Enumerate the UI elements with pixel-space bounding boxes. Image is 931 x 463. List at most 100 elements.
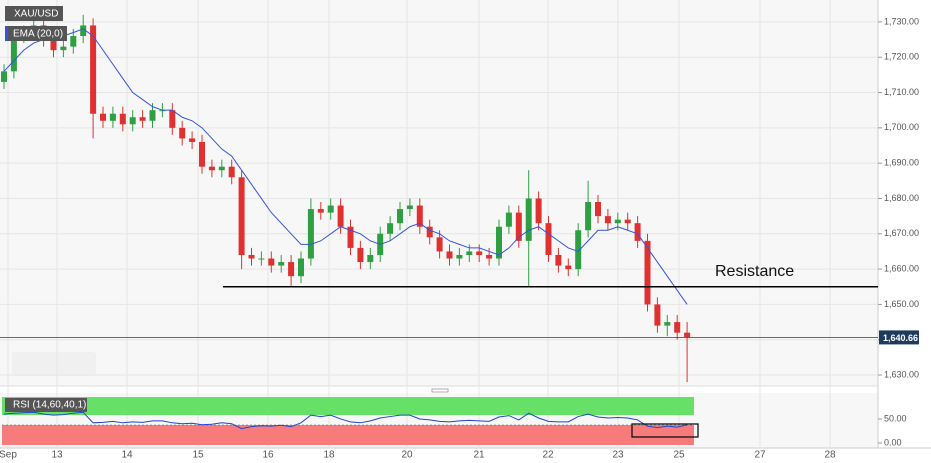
candle-body — [149, 110, 156, 121]
candle-body — [555, 254, 562, 266]
candle-body — [208, 166, 215, 171]
legend-box — [5, 26, 67, 41]
candle-body — [397, 209, 403, 224]
candle-body — [367, 254, 374, 263]
candle-body — [228, 166, 235, 178]
candle-body — [416, 205, 423, 227]
candle-body — [268, 258, 275, 266]
y-tick-label: 1,710.00 — [884, 87, 919, 97]
candle-body — [1, 71, 7, 82]
candle-body — [684, 332, 691, 338]
candle-body — [278, 262, 285, 266]
y-tick-label: 50.00 — [884, 413, 907, 423]
candle-body — [496, 226, 502, 259]
y-tick-label: 1,650.00 — [884, 299, 919, 309]
y-tick-label: 1,690.00 — [884, 158, 919, 168]
candle-body — [486, 254, 493, 259]
x-tick-label: 23 — [612, 450, 624, 461]
highlight-box — [631, 423, 699, 438]
candle-body — [60, 46, 67, 51]
candle-body — [604, 216, 611, 224]
x-tick-label: 27 — [754, 450, 766, 461]
legend-label: EMA (20,0) — [13, 29, 63, 40]
y-tick-label: 1,720.00 — [884, 52, 919, 62]
x-tick-label: 15 — [192, 450, 204, 461]
candle-body — [545, 223, 552, 255]
candle-body — [70, 36, 77, 47]
legend-box — [5, 6, 63, 21]
candle-body — [258, 258, 265, 260]
candle-body — [664, 322, 671, 326]
candle-body — [139, 117, 146, 121]
candle-body — [446, 251, 453, 259]
legend-label: RSI (14,60,40,1) — [13, 400, 86, 411]
price-tag — [879, 330, 919, 345]
candle-body — [337, 205, 344, 227]
candle-body — [624, 219, 631, 224]
y-tick-label: 1,660.00 — [884, 263, 919, 273]
candle-body — [525, 198, 532, 241]
rsi-upper-band — [2, 397, 694, 415]
candle-body — [90, 25, 97, 114]
candle-body — [585, 202, 592, 231]
x-tick-label: 16 — [262, 450, 274, 461]
legend-label: XAU/USD — [14, 9, 58, 20]
candle-body — [595, 202, 601, 217]
legend-swatch — [5, 26, 8, 41]
candle-body — [100, 113, 106, 121]
candle-body — [456, 254, 463, 259]
candle-body — [476, 251, 483, 255]
annotation: Resistance — [715, 263, 794, 280]
candle-body — [169, 110, 176, 128]
candle-body — [199, 141, 205, 167]
candle-body — [248, 254, 255, 259]
candle-body — [288, 262, 295, 277]
x-tick-label: 13 — [51, 450, 63, 461]
candle-body — [307, 209, 314, 259]
candle-body — [179, 127, 186, 139]
candle-body — [327, 205, 334, 213]
x-tick-label: 25 — [673, 450, 685, 461]
rsi-lower-band — [2, 425, 694, 445]
candle-body — [218, 166, 225, 171]
candle-body — [406, 205, 413, 210]
candle-body — [189, 138, 196, 142]
grid — [0, 0, 878, 448]
ema-line — [3, 28, 688, 305]
price-tag-label: 1,640.66 — [883, 333, 918, 343]
marks — [0, 14, 878, 430]
candle-body — [50, 39, 57, 51]
candle-body — [426, 226, 433, 238]
candle-body — [80, 25, 87, 37]
candle-body — [436, 237, 443, 252]
candle-body — [644, 240, 651, 305]
price-panel — [0, 0, 878, 386]
candle-body — [515, 212, 522, 241]
candle-body — [238, 177, 245, 255]
candle-body — [654, 304, 661, 326]
x-tick-label: 21 — [473, 450, 485, 461]
x-tick-label: 28 — [824, 450, 836, 461]
candle-body — [347, 226, 354, 248]
rsi-line — [3, 411, 688, 430]
x-tick-label: 14 — [121, 450, 133, 461]
candle-body — [634, 223, 641, 241]
y-tick-label: 1,680.00 — [884, 193, 919, 203]
watermark — [12, 352, 96, 376]
candle-body — [387, 223, 394, 234]
candle-body — [109, 113, 116, 121]
legend-box — [5, 398, 87, 412]
x-tick-label: 18 — [323, 450, 335, 461]
y-tick-label: 1,700.00 — [884, 122, 919, 132]
resize-handle[interactable] — [431, 388, 449, 393]
candle-body — [357, 247, 364, 263]
candle-body — [505, 212, 512, 227]
candle-body — [575, 230, 582, 270]
candle-body — [119, 113, 126, 125]
candle-body — [674, 322, 681, 333]
candle-body — [317, 209, 324, 213]
y-tick-label: 1,630.00 — [884, 369, 919, 379]
x-tick-label: 22 — [542, 450, 554, 461]
candle-body — [129, 117, 136, 125]
